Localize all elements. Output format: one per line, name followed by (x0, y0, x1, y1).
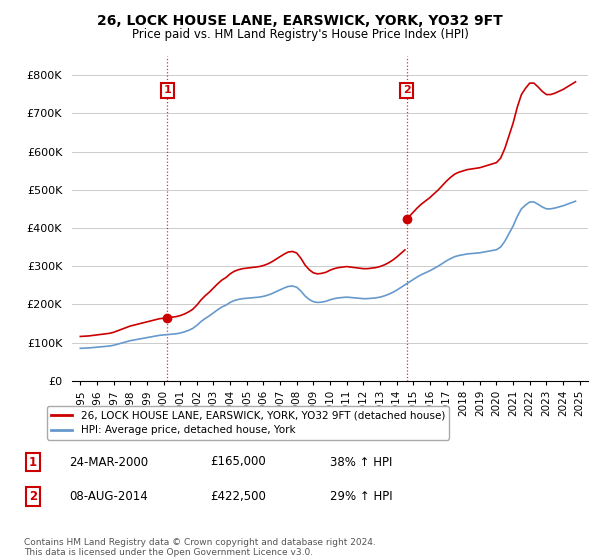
Text: 26, LOCK HOUSE LANE, EARSWICK, YORK, YO32 9FT: 26, LOCK HOUSE LANE, EARSWICK, YORK, YO3… (97, 14, 503, 28)
Text: 2: 2 (403, 85, 410, 95)
Text: 38% ↑ HPI: 38% ↑ HPI (330, 455, 392, 469)
Text: £165,000: £165,000 (210, 455, 266, 469)
Text: £422,500: £422,500 (210, 490, 266, 503)
Text: Price paid vs. HM Land Registry's House Price Index (HPI): Price paid vs. HM Land Registry's House … (131, 28, 469, 41)
Legend: 26, LOCK HOUSE LANE, EARSWICK, YORK, YO32 9FT (detached house), HPI: Average pri: 26, LOCK HOUSE LANE, EARSWICK, YORK, YO3… (47, 406, 449, 440)
Text: 1: 1 (163, 85, 171, 95)
Text: 08-AUG-2014: 08-AUG-2014 (69, 490, 148, 503)
Text: 2: 2 (29, 490, 37, 503)
Text: 24-MAR-2000: 24-MAR-2000 (69, 455, 148, 469)
Text: 29% ↑ HPI: 29% ↑ HPI (330, 490, 392, 503)
Text: 1: 1 (29, 455, 37, 469)
Text: Contains HM Land Registry data © Crown copyright and database right 2024.
This d: Contains HM Land Registry data © Crown c… (24, 538, 376, 557)
